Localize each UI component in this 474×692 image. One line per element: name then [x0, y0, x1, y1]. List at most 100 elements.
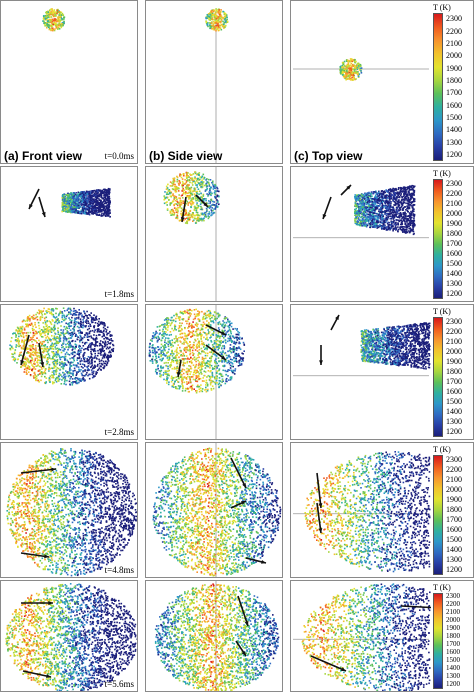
colorbar-tick-label: 1700 — [446, 377, 462, 386]
particle-cloud — [304, 451, 431, 573]
colorbar-tick-label: 1400 — [446, 545, 462, 554]
panel-side-row-4 — [145, 442, 283, 578]
velocity-arrow — [20, 334, 30, 366]
panel-top-row-2: T (K) 2300 2200 2100 2000 1900 1800 1700 1600 150… — [290, 166, 474, 302]
colorbar-tick-label: 2200 — [446, 189, 462, 198]
time-label: t=5.6ms — [105, 679, 134, 689]
colorbar-tick-label: 1200 — [446, 565, 462, 574]
colorbar-tick-label: 1900 — [446, 219, 462, 228]
particle-cloud — [148, 308, 246, 394]
particle-plot — [5, 583, 137, 691]
velocity-arrow — [230, 457, 247, 489]
velocity-arrow — [310, 655, 347, 672]
view-title-front: (a) Front view — [4, 149, 82, 163]
colorbar-title: T (K) — [433, 307, 451, 316]
colorbar-tick-label: 1300 — [446, 555, 462, 564]
particle-cloud — [339, 58, 363, 81]
particle-plot — [152, 443, 282, 577]
colorbar-tick-label: 1900 — [446, 357, 462, 366]
particle-plot — [205, 8, 229, 163]
colorbar-tick-label: 1300 — [446, 417, 462, 426]
colorbar-tick-label: 2200 — [446, 27, 462, 36]
particle-plot — [28, 187, 111, 218]
colorbar-tick-label: 1900 — [446, 624, 460, 632]
velocity-arrow — [20, 552, 50, 558]
colorbar-tick-label: 1800 — [446, 76, 462, 85]
colorbar-tick-label: 1200 — [446, 680, 460, 688]
panel-front-row-3: t=2.8ms — [0, 304, 138, 440]
colorbar-tick-label: 1400 — [446, 407, 462, 416]
colorbar-tick-label: 1300 — [446, 672, 460, 680]
arrow-head — [335, 315, 339, 320]
arrow-head — [29, 204, 33, 209]
panel-front-row-2: t=1.8ms — [0, 166, 138, 302]
time-label: t=1.8ms — [105, 289, 134, 299]
colorbar-tick-label: 2100 — [446, 608, 460, 616]
colorbar-tick-label: 1800 — [446, 632, 460, 640]
colorbar-tick-label: 2100 — [446, 39, 462, 48]
colorbar-tick-label: 1800 — [446, 367, 462, 376]
colorbar-tick-label: 1600 — [446, 525, 462, 534]
colorbar-tick-label: 2200 — [446, 327, 462, 336]
colorbar-tick-label: 1400 — [446, 125, 462, 134]
particle-plot — [293, 58, 429, 81]
arrow-head — [242, 483, 246, 488]
colorbar-tick-label: 1700 — [446, 88, 462, 97]
colorbar-strip — [433, 317, 443, 437]
panel-top-row-4: T (K) 2300 2200 2100 2000 1900 1800 1700 1600 150… — [290, 442, 474, 578]
particle-cloud — [301, 583, 431, 691]
colorbar-tick-label: 2300 — [446, 179, 462, 188]
colorbar-tick-label: 1200 — [446, 150, 462, 159]
arrow-head — [319, 360, 323, 365]
colorbar-tick-label: 2300 — [446, 317, 462, 326]
time-label: t=4.8ms — [105, 565, 134, 575]
particle-plot — [293, 314, 431, 377]
colorbar-tick-label: 2000 — [446, 209, 462, 218]
panel-front-row-1: (a) Front view t=0.0ms — [0, 0, 138, 164]
temperature-colorbar: T (K) 2300 2200 2100 2000 1900 1800 1700 1600 150… — [431, 583, 473, 691]
arrow-head — [241, 651, 246, 656]
arrow-head — [318, 503, 323, 508]
colorbar-tick-label: 1400 — [446, 664, 460, 672]
particle-cloud — [42, 8, 66, 32]
particle-cloud — [163, 171, 220, 225]
velocity-arrow — [400, 605, 431, 609]
particle-cloud — [354, 184, 416, 236]
arrow-head — [40, 362, 45, 367]
view-title-top: (c) Top view — [294, 149, 362, 163]
velocity-arrow — [20, 468, 57, 474]
colorbar-tick-label: 2200 — [446, 465, 462, 474]
colorbar-tick-label: 2000 — [446, 51, 462, 60]
time-label: t=2.8ms — [105, 427, 134, 437]
temperature-colorbar: T (K) 2300 2200 2100 2000 1900 1800 1700 1600 150… — [431, 445, 473, 577]
colorbar-tick-label: 1500 — [446, 259, 462, 268]
colorbar-strip — [433, 455, 443, 575]
particle-plot — [293, 184, 429, 239]
arrow-head — [346, 185, 351, 190]
arrow-head — [261, 559, 266, 564]
temperature-colorbar: T (K) 2300 2200 2100 2000 1900 1800 1700 1600 150… — [431, 3, 473, 163]
colorbar-tick-label: 2100 — [446, 199, 462, 208]
colorbar-strip — [433, 179, 443, 299]
colorbar-tick-label: 1600 — [446, 101, 462, 110]
colorbar-tick-label: 1700 — [446, 239, 462, 248]
panel-side-row-3 — [145, 304, 283, 440]
arrow-head — [318, 528, 323, 533]
particle-cloud — [6, 448, 137, 577]
velocity-arrow — [22, 670, 52, 678]
colorbar-tick-label: 1800 — [446, 505, 462, 514]
particle-cloud — [5, 583, 137, 691]
particle-plot — [9, 307, 115, 386]
colorbar-title: T (K) — [433, 3, 451, 12]
arrow-head — [41, 212, 46, 217]
velocity-arrow — [237, 595, 249, 627]
colorbar-tick-label: 2300 — [446, 455, 462, 464]
particle-cloud — [152, 447, 282, 577]
colorbar-tick-label: 2000 — [446, 485, 462, 494]
particle-plot — [293, 583, 431, 691]
velocity-arrow — [316, 502, 322, 534]
arrow-head — [51, 467, 56, 472]
temperature-colorbar: T (K) 2300 2200 2100 2000 1900 1800 1700 1600 150… — [431, 169, 473, 301]
colorbar-tick-label: 2000 — [446, 616, 460, 624]
